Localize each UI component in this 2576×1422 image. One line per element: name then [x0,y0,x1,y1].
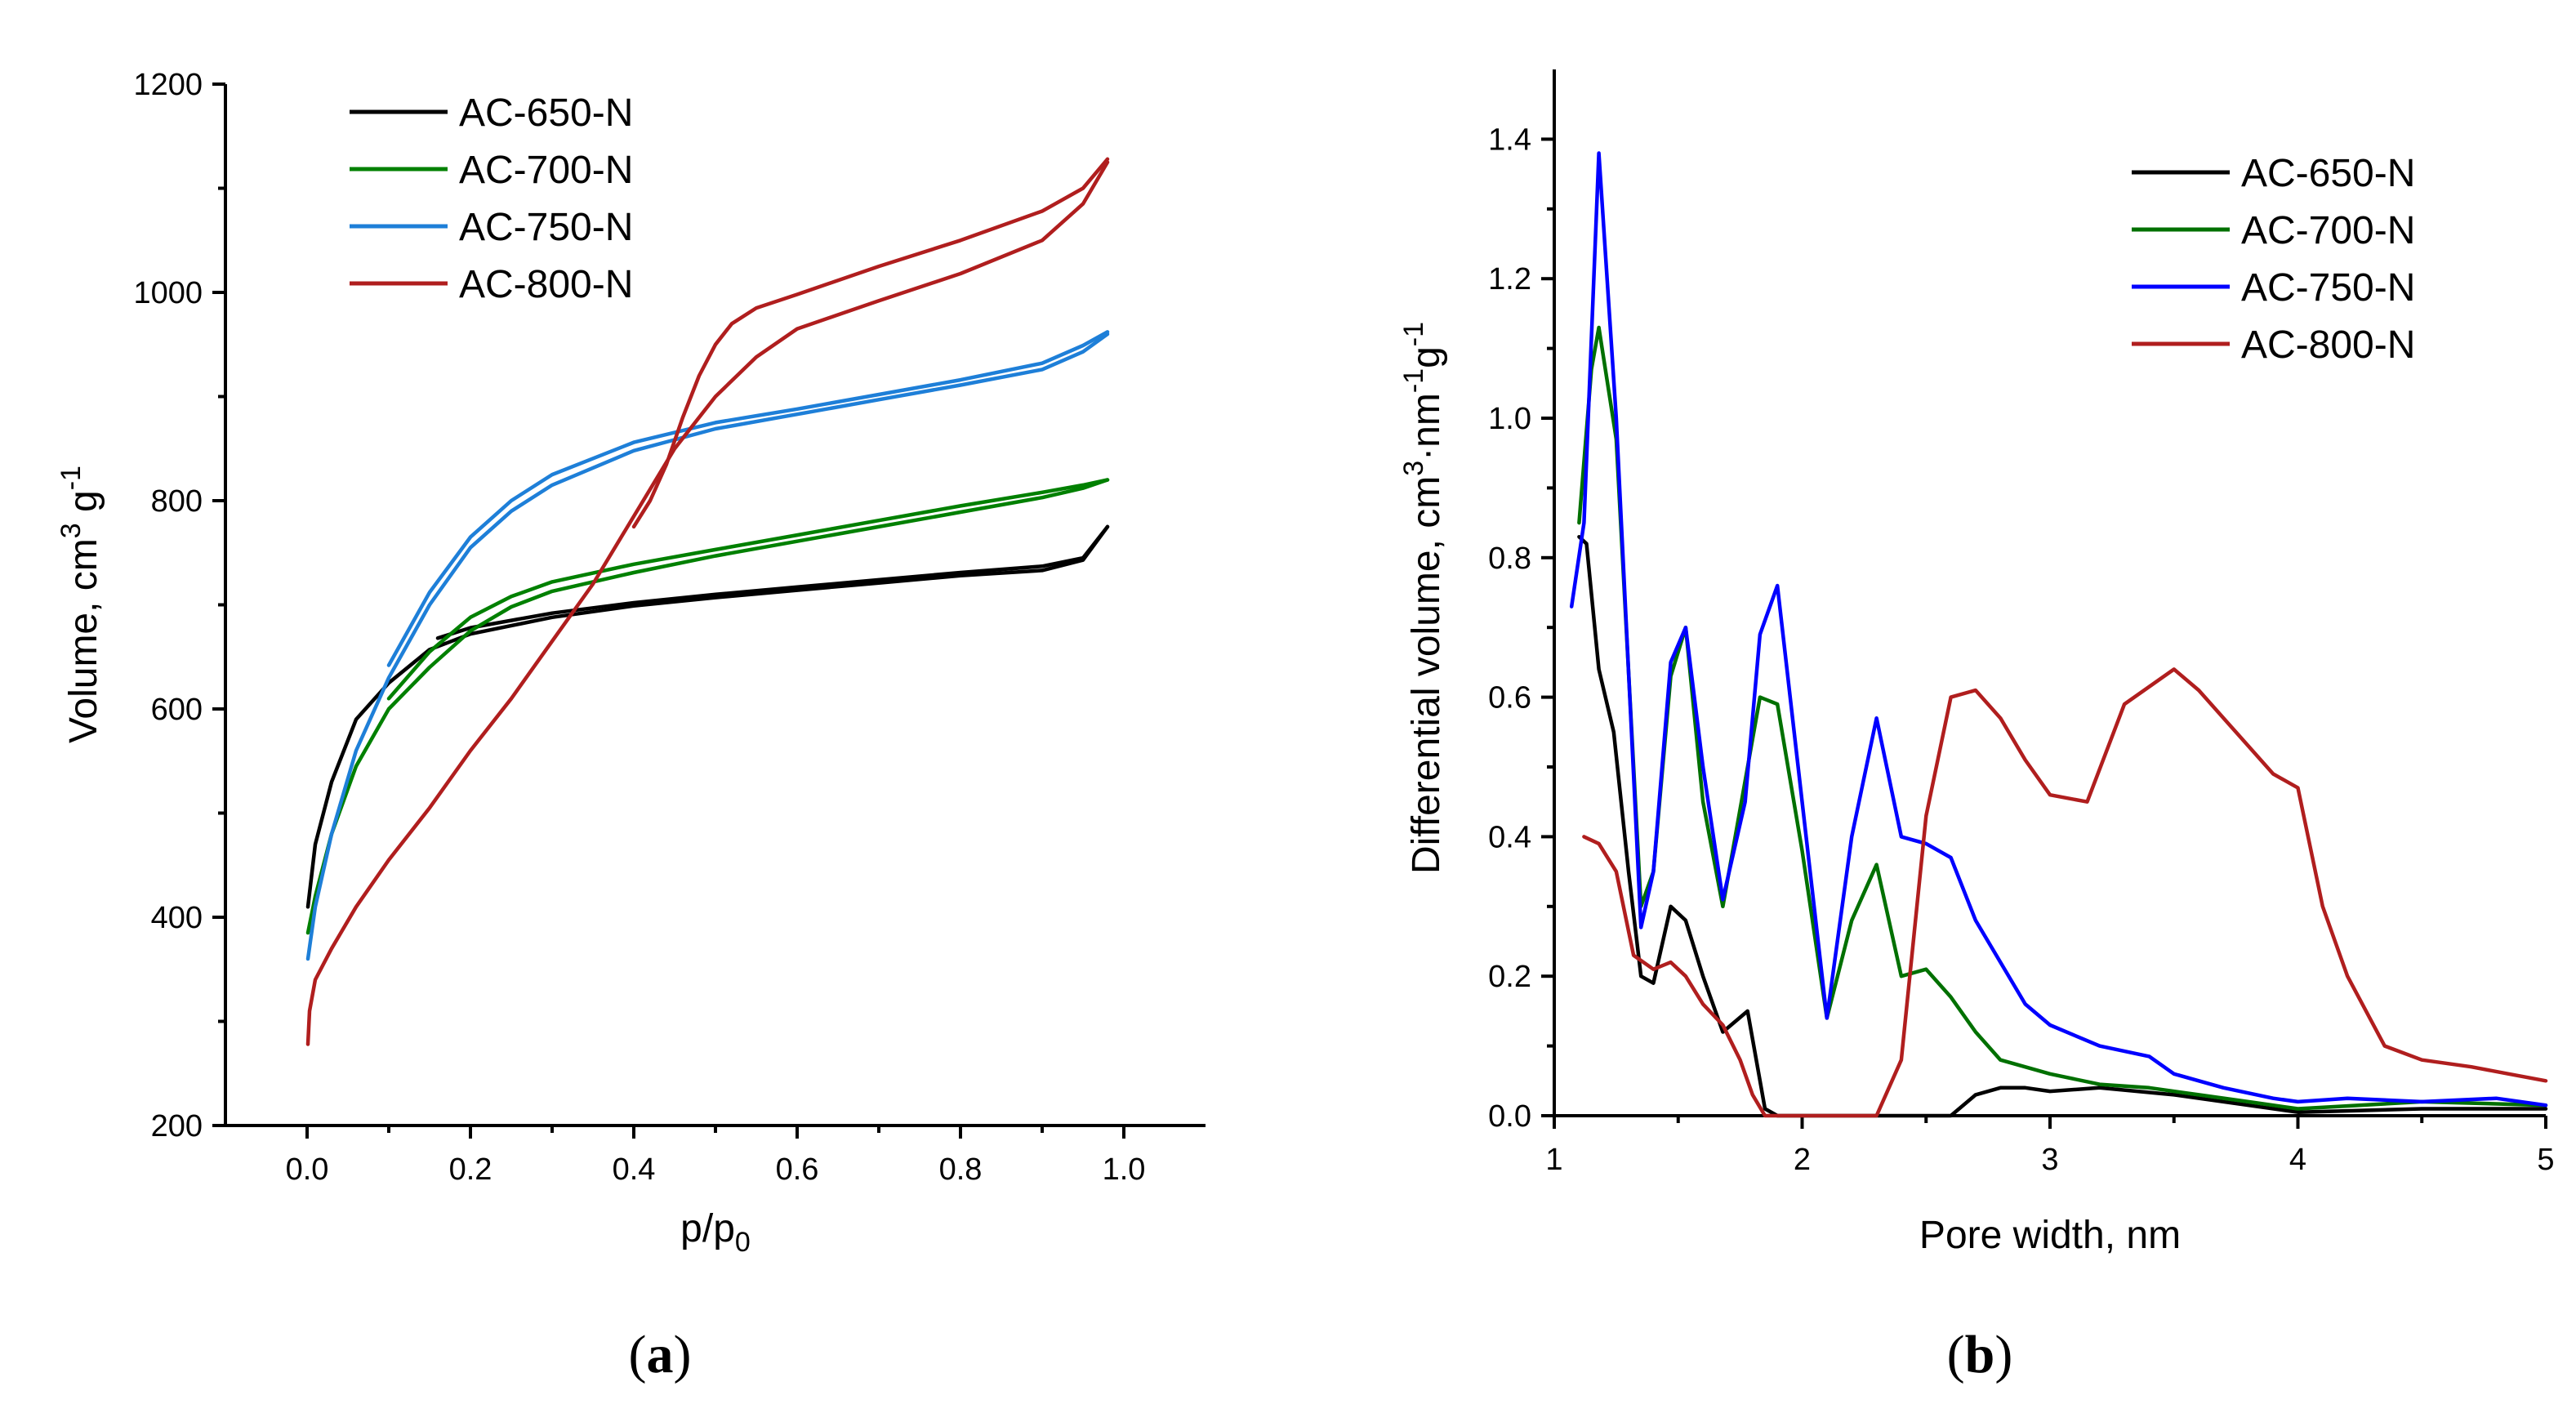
chart-b-x-tick-label: 4 [2289,1143,2306,1177]
chart-b-legend: AC-650-N AC-700-N AC-750-N AC-800-N [2132,152,2415,367]
chart-a-y-tick-label: 1200 [133,68,203,102]
chart-b-y-tick-label: 0.0 [1488,1099,1531,1134]
chart-a-y-tick-label: 1000 [133,276,203,310]
legend-label-ac-700-n: AC-700-N [2241,209,2415,252]
chart-a: 0.0 0.2 0.4 0.6 0.8 1.0 200 400 600 800 1000 1200 A… [56,68,1206,1384]
series-ac-750-n [1569,151,2548,1108]
chart-a-ticks: 0.0 0.2 0.4 0.6 0.8 1.0 200 400 600 800 1000 1200 [133,68,1145,1187]
chart-a-x-tick-label: 1.0 [1103,1152,1146,1187]
series-ac-800-n-desorption [631,157,1110,529]
chart-b-x-label: Pore width, nm [1919,1214,2181,1257]
legend-label-ac-650-n: AC-650-N [459,91,633,135]
legend-label-ac-650-n: AC-650-N [2241,152,2415,195]
chart-b-x-tick-label: 5 [2537,1143,2554,1177]
legend-label-ac-800-n: AC-800-N [459,263,633,306]
series-ac-700-n-adsorption [305,478,1110,935]
panel-label-a: (a) [629,1325,692,1384]
panel-label-b: (b) [1947,1325,2013,1384]
chart-b-y-label: Differential volume, cm3·nm-1g-1 [1398,322,1448,874]
chart-a-y-label: Volume, cm3 g-1 [56,466,105,743]
legend-label-ac-800-n: AC-800-N [2241,323,2415,367]
chart-b-y-tick-label: 0.2 [1488,960,1531,994]
series-ac-700-n-desorption [386,478,1110,701]
chart-a-series [305,157,1110,1046]
chart-b-y-tick-label: 1.2 [1488,262,1531,296]
chart-a-x-label: p/p0 [680,1207,751,1258]
chart-b-series [1569,151,2548,1118]
legend-label-ac-700-n: AC-700-N [459,149,633,192]
chart-a-x-tick-label: 0.8 [939,1152,983,1187]
chart-a-y-tick-label: 400 [151,901,203,935]
chart-a-x-tick-label: 0.4 [613,1152,656,1187]
series-ac-800-n [1582,667,2548,1118]
chart-a-x-tick-label: 0.0 [286,1152,329,1187]
chart-b: 1 2 3 4 50.00.20.40.60.81.01.21.4 AC-650-NAC… [1398,69,2555,1384]
chart-b-y-tick-label: 1.0 [1488,402,1531,436]
legend-label-ac-750-n: AC-750-N [2241,266,2415,310]
series-ac-700-n [1577,325,2548,1111]
chart-a-y-tick-label: 200 [151,1109,203,1143]
chart-b-x-tick-label: 2 [1794,1143,1811,1177]
chart-b-x-tick-label: 1 [1545,1143,1562,1177]
chart-a-x-tick-label: 0.6 [776,1152,819,1187]
series-ac-650-n-desorption [435,524,1110,640]
series-ac-750-n-adsorption [305,332,1110,961]
legend-label-ac-750-n: AC-750-N [459,206,633,249]
chart-a-legend: AC-650-N AC-700-N AC-750-N AC-800-N [350,91,633,306]
series-ac-650-n-adsorption [305,524,1110,909]
chart-b-y-tick-label: 0.8 [1488,542,1531,576]
chart-b-y-tick-label: 0.4 [1488,820,1531,854]
chart-a-x-tick-label: 0.2 [449,1152,492,1187]
chart-b-x-tick-label: 3 [2041,1143,2058,1177]
series-ac-800-n-adsorption [305,160,1110,1046]
chart-b-y-tick-label: 0.6 [1488,681,1531,715]
chart-b-ticks: 1 2 3 4 5 0.0 0.2 0.4 0.6 0.8 1.0 1.2 1.4 [1488,123,2554,1177]
chart-b-y-tick-label: 1.4 [1488,123,1531,157]
chart-a-y-tick-label: 600 [151,693,203,727]
series-ac-750-n-desorption [386,330,1110,667]
chart-a-y-tick-label: 800 [151,484,203,519]
